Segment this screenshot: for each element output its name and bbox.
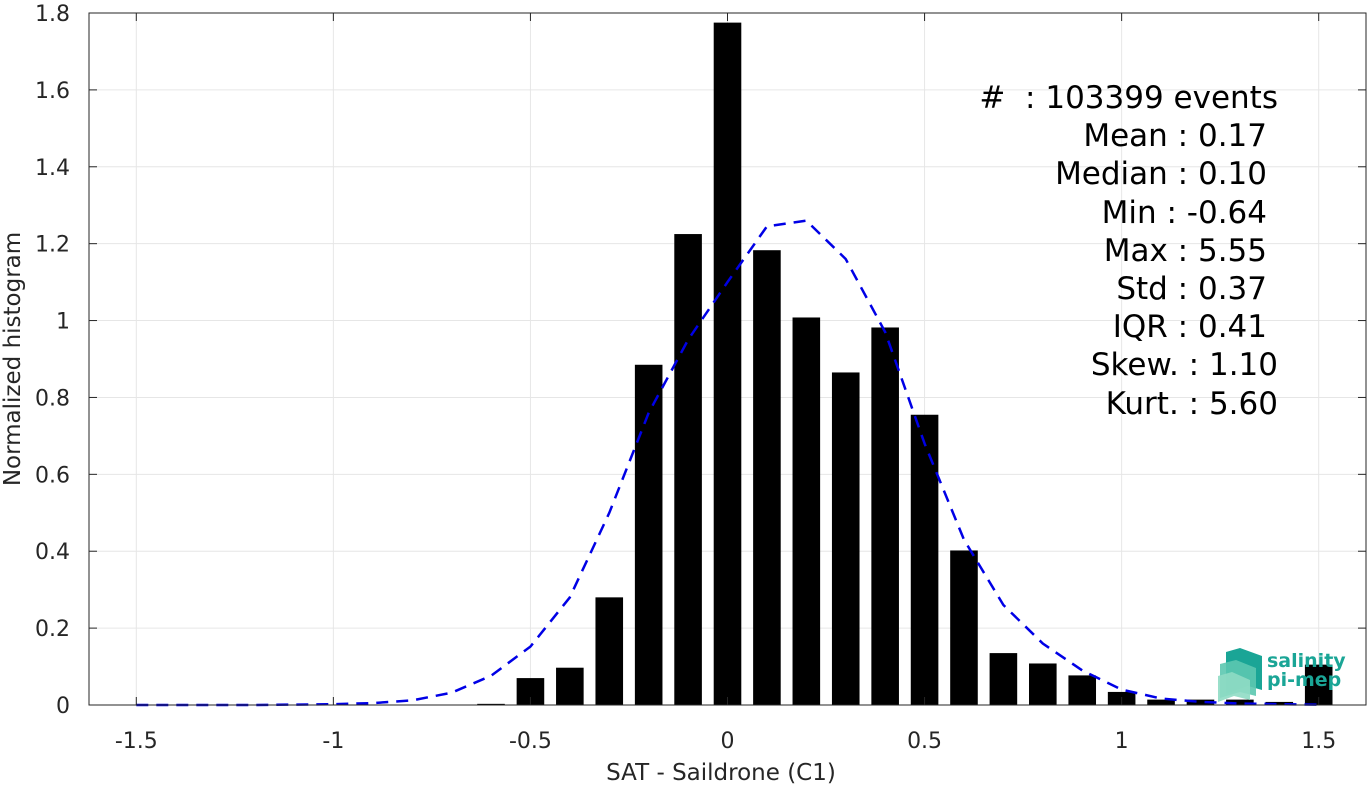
histogram-bar bbox=[477, 703, 505, 705]
histogram-bar bbox=[1068, 675, 1097, 705]
histogram-bar bbox=[831, 372, 860, 705]
y-tick-labels: 0 0.2 0.4 0.6 0.8 1 1.2 1.4 1.6 1.8 bbox=[35, 2, 70, 719]
y-tick-label: 1.8 bbox=[35, 2, 70, 27]
y-tick-label: 1 bbox=[56, 310, 70, 335]
y-tick-label: 0.6 bbox=[35, 463, 70, 488]
stat-mean: Mean : 0.17 bbox=[1083, 118, 1267, 154]
x-tick-label: 0 bbox=[721, 729, 735, 754]
stat-min: Min : -0.64 bbox=[1102, 195, 1267, 231]
x-tick-label: 0.5 bbox=[907, 729, 942, 754]
y-tick-label: 1.4 bbox=[35, 156, 70, 181]
x-tick-label: -1.5 bbox=[115, 729, 158, 754]
x-tick-label: -0.5 bbox=[509, 729, 552, 754]
x-tick-label: 1 bbox=[1115, 729, 1129, 754]
logo-text-pimep: pi-mep bbox=[1267, 669, 1341, 691]
x-axis-label: SAT - Saildrone (C1) bbox=[606, 760, 836, 785]
x-tick-labels: -1.5 -1 -0.5 0 0.5 1 1.5 bbox=[115, 729, 1336, 754]
histogram-bar bbox=[713, 22, 742, 706]
stat-iqr: IQR : 0.41 bbox=[1113, 309, 1267, 345]
axis-ticks bbox=[89, 12, 1366, 706]
y-tick-label: 1.2 bbox=[35, 233, 70, 258]
histogram-bar bbox=[634, 364, 663, 705]
stat-std: Std : 0.37 bbox=[1116, 271, 1267, 307]
histogram-bar bbox=[1029, 663, 1057, 705]
histogram-bar bbox=[989, 653, 1018, 705]
histogram-bar bbox=[674, 234, 702, 706]
histogram-bars bbox=[477, 22, 1333, 706]
y-tick-label: 0.4 bbox=[35, 540, 70, 565]
stat-kurt: Kurt. : 5.60 bbox=[1106, 386, 1278, 422]
stat-median: Median : 0.10 bbox=[1055, 156, 1267, 192]
y-tick-label: 0.8 bbox=[35, 386, 70, 411]
histogram-bar bbox=[910, 414, 939, 705]
y-tick-label: 0 bbox=[56, 694, 70, 719]
logo-wave-icon bbox=[1218, 648, 1262, 702]
histogram-bar bbox=[871, 327, 899, 705]
x-tick-label: -1 bbox=[322, 729, 344, 754]
histogram-bar bbox=[1265, 701, 1294, 705]
salinity-pimep-logo: salinity pi-mep bbox=[1218, 648, 1346, 702]
fit-curve-line bbox=[136, 219, 1319, 707]
y-tick-label: 1.6 bbox=[35, 79, 70, 104]
histogram-bar bbox=[950, 550, 978, 705]
histogram-bar bbox=[753, 250, 781, 706]
stat-events: # : 103399 events bbox=[979, 80, 1278, 116]
x-tick-label: 1.5 bbox=[1301, 729, 1336, 754]
stat-skew: Skew. : 1.10 bbox=[1091, 347, 1278, 383]
logo-text-salinity: salinity bbox=[1267, 650, 1346, 672]
histogram-bar bbox=[1186, 699, 1215, 705]
stat-max: Max : 5.55 bbox=[1104, 233, 1267, 269]
histogram-bar bbox=[556, 667, 584, 705]
histogram-bar bbox=[595, 597, 624, 705]
fit-curve bbox=[136, 219, 1319, 707]
y-axis-label: Normalized histogram bbox=[0, 232, 26, 486]
y-tick-label: 0.2 bbox=[35, 617, 70, 642]
histogram-bar bbox=[792, 317, 821, 705]
histogram-bar bbox=[1147, 699, 1175, 705]
histogram-bar bbox=[1226, 699, 1254, 705]
stats-annotation: # : 103399 events Mean : 0.17 Median : 0… bbox=[979, 80, 1278, 422]
